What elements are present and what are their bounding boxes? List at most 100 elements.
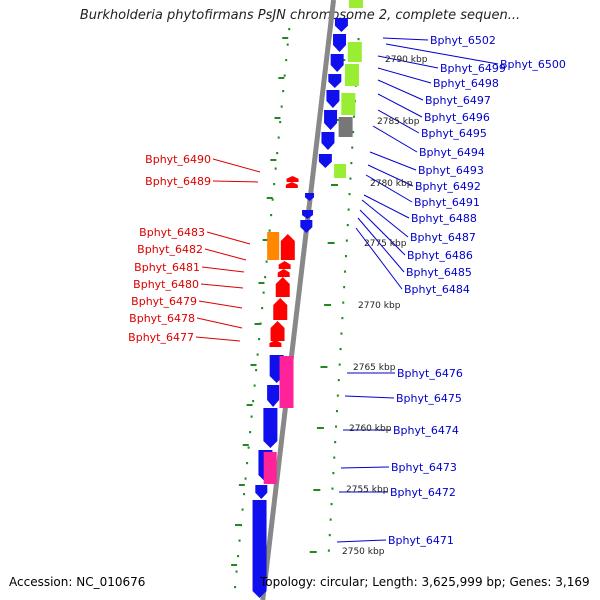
scale-label: 2755 kbp [346,485,389,495]
label-leader [367,164,414,187]
orange-feature [267,232,280,260]
gene-label-right: Bphyt_6491 [414,196,480,209]
backbone-line [260,0,337,600]
cds-arrow-down [302,210,314,219]
gene-features [252,0,363,598]
scale-label: 2775 kbp [364,239,407,249]
label-leader [198,300,243,309]
magenta-feature [263,452,277,484]
gene-label-right: Bphyt_6488 [411,212,477,225]
gene-label-right: Bphyt_6476 [397,367,463,380]
cds-arrow-down [328,74,342,88]
accession-text: Accession: NC_010676 [9,575,146,589]
cds-arrow-down [267,385,280,407]
label-leader [372,125,418,153]
label-leader [196,317,243,329]
label-leader [385,43,499,65]
gene-label-right: Bphyt_6475 [396,392,462,405]
lime-feature [349,0,363,8]
gene-label-right: Bphyt_6472 [390,486,456,499]
label-leader [336,539,387,543]
cds-arrow-up [277,269,290,277]
gray-feature [338,117,353,137]
label-leader [344,395,395,399]
map-title: Burkholderia phytofirmans PsJN chromosom… [79,8,521,23]
gene-label-right: Bphyt_6502 [430,34,496,47]
label-leader [340,466,390,469]
gene-label-left: Bphyt_6477 [128,331,194,344]
cds-arrow-down [324,110,338,130]
label-leader [200,283,244,289]
gene-label-right: Bphyt_6487 [410,231,476,244]
label-leader [355,227,403,290]
label-leader [382,37,429,41]
label-leader [361,199,409,238]
gene-label-right: Bphyt_6484 [404,283,470,296]
cds-arrow-up [270,321,285,341]
gene-label-left: Bphyt_6480 [133,278,199,291]
label-leader [206,231,251,245]
label-leader [377,55,439,69]
label-leader [363,194,410,219]
scale-label: 2765 kbp [353,363,396,373]
gene-label-right: Bphyt_6496 [424,111,490,124]
gene-label-left: Bphyt_6483 [139,226,205,239]
gene-label-right: Bphyt_6500 [500,58,566,71]
label-leader [365,174,413,203]
lime-feature [334,164,347,178]
gene-label-right: Bphyt_6493 [418,164,484,177]
cds-arrow-up [280,234,295,260]
gene-label-right: Bphyt_6486 [407,249,473,262]
label-leader [357,217,405,273]
gene-label-right: Bphyt_6485 [406,266,472,279]
scale-label: 2750 kbp [342,547,385,557]
tick-marks [231,28,360,589]
label-leader [377,93,423,118]
gene-label-right: Bphyt_6499 [440,62,506,75]
lime-feature [344,64,359,86]
cds-arrow-down [334,18,348,32]
cds-arrow-up [286,176,299,182]
cds-arrow-down [300,220,313,233]
cds-arrow-up [285,182,298,188]
cds-arrow-up [275,277,290,297]
cds-arrow-down [326,90,340,108]
cds-arrow-up [278,261,291,269]
label-leader [359,209,406,256]
gene-label-right: Bphyt_6471 [388,534,454,547]
lime-feature [341,93,356,115]
gene-label-right: Bphyt_6494 [419,146,485,159]
cds-arrow-down [252,500,267,598]
label-leader [204,248,247,261]
label-leader-lines [195,37,499,543]
lime-feature [347,42,362,62]
cds-arrow-up [273,298,288,320]
gene-label-left: Bphyt_6479 [131,295,197,308]
label-leader [377,79,424,101]
gene-label-right: Bphyt_6497 [425,94,491,107]
gene-label-right: Bphyt_6474 [393,424,459,437]
gene-label-right: Bphyt_6495 [421,127,487,140]
label-leader [201,266,245,273]
scale-label: 2780 kbp [370,179,413,189]
cds-arrow-down [305,193,315,201]
scale-labels: 2790 kbp 2785 kbp 2780 kbp 2775 kbp 2770 kbp… [342,55,428,557]
label-leader [369,151,417,171]
scale-label: 2790 kbp [385,55,428,65]
label-leader [377,109,420,134]
gene-label-left: Bphyt_6490 [145,153,211,166]
cds-arrow-down [318,154,332,168]
scale-label: 2760 kbp [349,424,392,434]
gene-label-left: Bphyt_6478 [129,312,195,325]
scale-label: 2770 kbp [358,301,401,311]
cds-arrow-up [269,340,282,347]
gene-label-right: Bphyt_6498 [433,77,499,90]
label-leader [212,158,261,173]
gene-label-right: Bphyt_6492 [415,180,481,193]
gene-label-left: Bphyt_6489 [145,175,211,188]
cds-arrow-down [330,54,344,72]
magenta-feature [279,356,294,408]
gene-label-left: Bphyt_6482 [137,243,203,256]
